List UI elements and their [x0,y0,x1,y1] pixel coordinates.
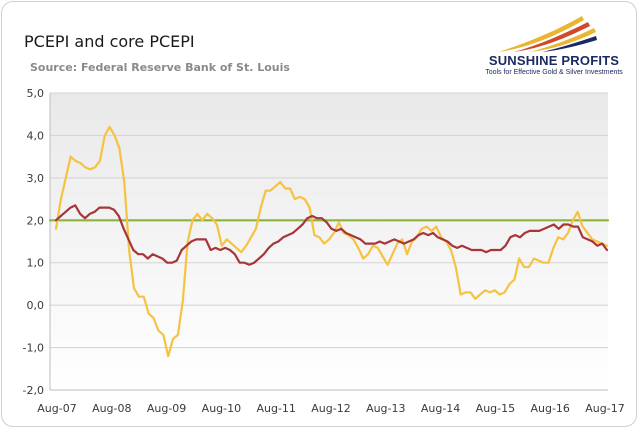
y-tick-label: 4,0 [27,129,45,142]
x-tick-label: Aug-15 [476,402,515,415]
y-axis-ticks: 5,0 4,0 3,0 2,0 1,0 0,0 -1,0 -2,0 [23,87,44,397]
x-tick-label: Aug-17 [585,402,624,415]
logo-name: SUNSHINE PROFITS [488,53,620,68]
y-tick-label: -2,0 [23,384,44,397]
y-tick-label: 0,0 [27,299,45,312]
plot-area [50,93,608,390]
x-tick-label: Aug-10 [202,402,241,415]
x-tick-label: Aug-13 [366,402,405,415]
y-tick-label: -1,0 [23,342,44,355]
series-line [54,125,609,358]
x-tick-label: Aug-12 [311,402,350,415]
x-tick-label: Aug-11 [256,402,295,415]
x-axis-ticks: Aug-07 Aug-08 Aug-09 Aug-10 Aug-11 Aug-12 Aug-… [37,402,624,415]
sunshine-profits-logo: SUNSHINE PROFITS Tools for Effective Gol… [484,14,624,80]
y-tick-label: 1,0 [27,257,45,270]
y-tick-label: 3,0 [27,172,45,185]
series-line [54,204,609,266]
x-tick-label: Aug-16 [530,402,569,415]
series-lines [48,125,610,358]
x-tick-label: Aug-07 [37,402,76,415]
logo-tagline: Tools for Effective Gold & Silver Invest… [485,69,623,76]
y-tick-label: 5,0 [27,87,45,100]
sunshine-swoosh-icon [498,16,597,52]
x-tick-label: Aug-14 [421,402,460,415]
chart-title: PCEPI and core PCEPI [24,32,195,51]
y-tick-label: 2,0 [27,214,45,227]
x-tick-label: Aug-09 [147,402,186,415]
chart-subtitle: Source: Federal Reserve Bank of St. Loui… [30,61,290,74]
x-tick-label: Aug-08 [92,402,131,415]
